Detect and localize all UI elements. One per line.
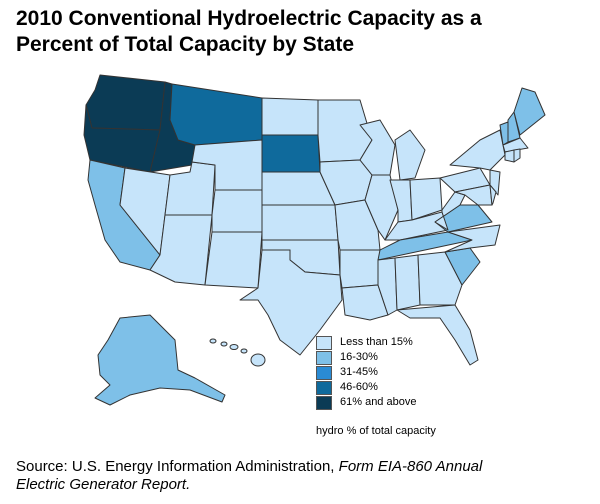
state-AR bbox=[339, 249, 381, 289]
source-report-title: Form EIA-860 Annual bbox=[338, 458, 483, 475]
legend-label: 46-60% bbox=[340, 381, 378, 393]
state-CO bbox=[211, 189, 263, 233]
title-line-1: 2010 Conventional Hydroelectric Capacity… bbox=[16, 7, 482, 30]
legend-item: 31-45% bbox=[316, 365, 486, 380]
state-UT bbox=[164, 161, 216, 216]
source-report-title-cont: Electric Generator Report. bbox=[16, 476, 191, 493]
state-NC bbox=[444, 224, 501, 253]
state-ME bbox=[513, 87, 546, 136]
legend-swatch bbox=[316, 350, 332, 365]
state-RI bbox=[513, 148, 521, 163]
state-MD bbox=[454, 184, 493, 206]
legend-item: Less than 15% bbox=[316, 335, 486, 350]
us-map bbox=[83, 74, 546, 406]
state-MA bbox=[502, 137, 529, 153]
map-legend: Less than 15% 16-30% 31-45% 46-60% 61% a… bbox=[316, 335, 486, 410]
legend-note: hydro % of total capacity bbox=[316, 425, 436, 437]
state-CT bbox=[504, 149, 515, 163]
title-line-2: Percent of Total Capacity by State bbox=[16, 33, 355, 56]
state-AL bbox=[394, 254, 421, 311]
state-HI bbox=[209, 338, 266, 367]
legend-item: 46-60% bbox=[316, 380, 486, 395]
state-NY bbox=[449, 129, 506, 171]
legend-item: 61% and above bbox=[316, 395, 486, 410]
state-SD bbox=[261, 134, 321, 173]
legend-swatch bbox=[316, 335, 332, 350]
legend-swatch bbox=[316, 395, 332, 410]
map-title: 2010 Conventional Hydroelectric Capacity… bbox=[16, 6, 586, 58]
state-DE bbox=[489, 184, 497, 206]
state-MT bbox=[169, 83, 263, 146]
source-prefix: Source: U.S. Energy Information Administ… bbox=[16, 458, 339, 475]
legend-item: 16-30% bbox=[316, 350, 486, 365]
state-ND bbox=[261, 97, 319, 136]
state-NM bbox=[204, 231, 263, 289]
state-LA bbox=[341, 284, 389, 321]
state-GA bbox=[417, 251, 463, 306]
state-TX bbox=[239, 249, 343, 356]
state-NJ bbox=[489, 169, 501, 196]
legend-label: 16-30% bbox=[340, 351, 378, 363]
legend-swatch bbox=[316, 365, 332, 380]
legend-label: 31-45% bbox=[340, 366, 378, 378]
legend-label: 61% and above bbox=[340, 396, 417, 408]
legend-swatch bbox=[316, 380, 332, 395]
state-AK bbox=[94, 314, 226, 406]
state-KS bbox=[261, 204, 339, 241]
legend-label: Less than 15% bbox=[340, 336, 413, 348]
state-FL bbox=[396, 304, 479, 366]
state-WA bbox=[85, 74, 166, 131]
source-citation: Source: U.S. Energy Information Administ… bbox=[16, 458, 576, 494]
state-MS bbox=[377, 257, 398, 316]
state-MI bbox=[394, 129, 426, 181]
